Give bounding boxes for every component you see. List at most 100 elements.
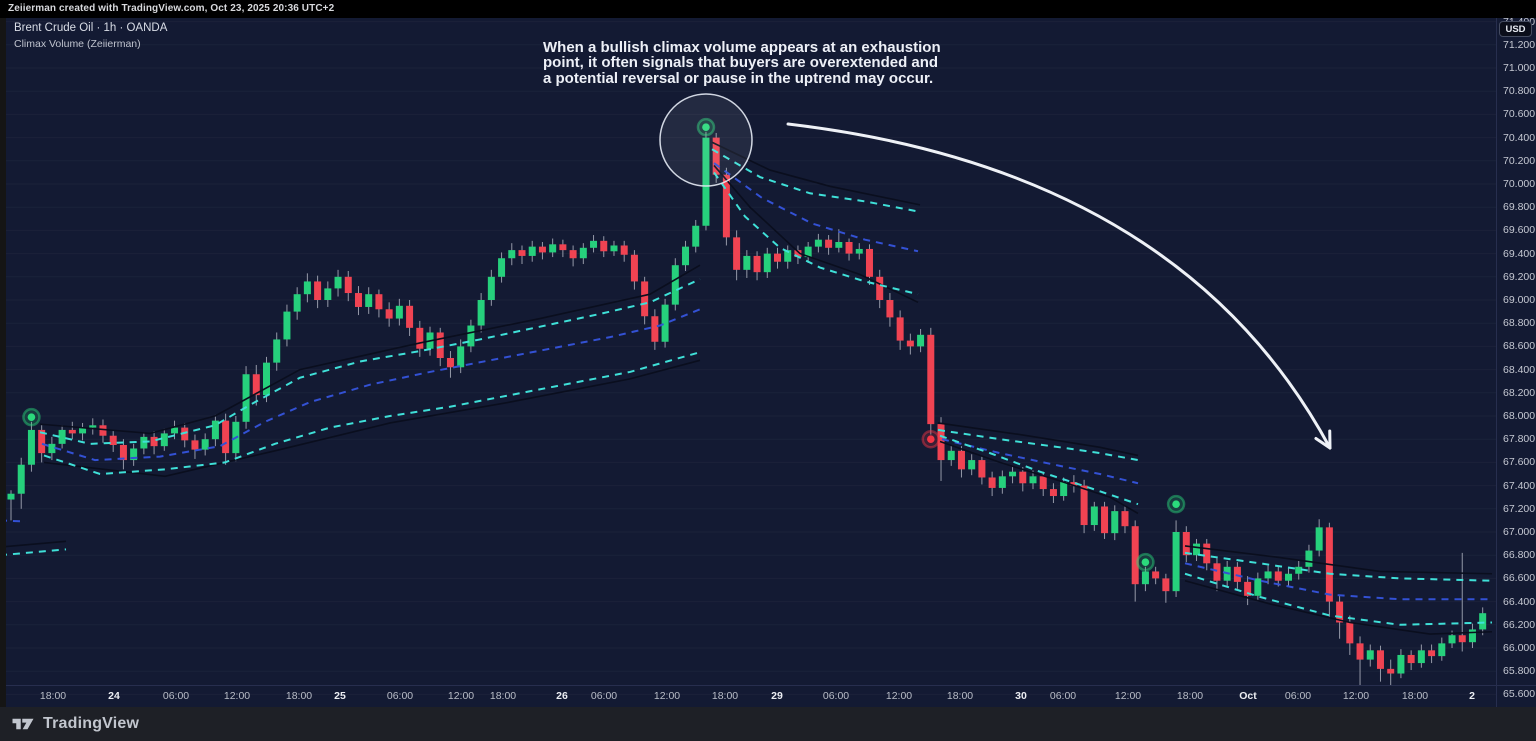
candle-up <box>477 300 485 326</box>
candle-up <box>89 425 97 428</box>
bullish-climax-marker <box>1172 500 1180 508</box>
time-tick-day-label: 24 <box>108 690 120 702</box>
candle-down <box>559 244 567 251</box>
candle-up <box>171 427 179 434</box>
candle-up <box>498 258 506 277</box>
candle-down <box>1336 601 1344 623</box>
candle-down <box>620 245 628 255</box>
time-tick-label: 06:00 <box>822 690 850 702</box>
candle-up <box>283 311 291 340</box>
tradingview-logo-icon[interactable] <box>10 715 36 733</box>
tradingview-brand-text[interactable]: TradingView <box>43 715 140 732</box>
symbol-title: Brent Crude Oil · 1h · OANDA <box>14 22 168 34</box>
price-tick-label: 71.200 <box>1503 38 1536 51</box>
indicator-title: Climax Volume (Zeiierman) <box>14 38 141 50</box>
time-tick-day-label: 25 <box>334 690 346 702</box>
price-axis[interactable]: 71.40071.20071.00070.80070.60070.40070.2… <box>1497 16 1536 707</box>
time-tick-label: 12:00 <box>1114 690 1142 702</box>
candle-down <box>416 327 424 349</box>
candle-up <box>835 242 843 248</box>
candle-up <box>610 245 618 252</box>
price-tick-label: 67.200 <box>1503 502 1536 515</box>
candle-down <box>1131 526 1139 585</box>
symbol-legend[interactable]: Brent Crude Oil · 1h · OANDA Climax Volu… <box>14 22 167 50</box>
candle-up <box>130 448 138 461</box>
time-tick-label: 06:00 <box>1049 690 1077 702</box>
candle-down <box>774 253 781 262</box>
time-tick-label: 18:00 <box>285 690 313 702</box>
candle-down <box>569 250 577 259</box>
price-tick-label: 70.800 <box>1503 85 1536 98</box>
candle-down <box>1152 571 1160 579</box>
price-tick-label: 67.400 <box>1503 479 1536 492</box>
bullish-climax-marker <box>27 413 36 421</box>
time-tick-day-label: 26 <box>556 690 568 702</box>
candle-down <box>733 237 741 270</box>
candle-down <box>252 374 260 396</box>
reversal-arrow-head <box>1314 429 1332 450</box>
candle-up <box>1029 476 1037 484</box>
candle-down <box>1080 485 1088 526</box>
candle-down <box>988 477 996 488</box>
price-tick-label: 66.800 <box>1503 549 1536 562</box>
candle-up <box>17 464 25 494</box>
candle-down <box>446 358 454 368</box>
candle-down <box>68 429 76 434</box>
time-tick-label: 12:00 <box>447 690 475 702</box>
candle-down <box>1376 650 1384 669</box>
candle-down <box>978 460 986 478</box>
candle-up <box>1090 506 1098 526</box>
candle-down <box>825 239 833 248</box>
candle-down <box>1387 668 1395 674</box>
candle-up <box>671 265 679 305</box>
candle-down <box>753 255 761 273</box>
candle-down <box>538 246 546 253</box>
currency-toggle-button[interactable]: USD <box>1499 21 1532 37</box>
candle-up <box>303 281 311 295</box>
bullish-climax-marker <box>1141 558 1150 566</box>
grid-lines <box>6 22 1496 695</box>
candle-down <box>865 248 873 277</box>
candle-up <box>1285 573 1292 581</box>
candle-down <box>1039 476 1047 490</box>
candle-up <box>334 276 342 289</box>
candle-up <box>579 247 587 259</box>
candle-down <box>1049 489 1057 497</box>
band-line-dark <box>711 141 921 206</box>
band-line-blue <box>713 162 919 253</box>
candle-up <box>201 439 209 450</box>
time-tick-day-label: Oct <box>1239 690 1257 702</box>
candle-down <box>1233 566 1241 582</box>
price-tick-label: 70.400 <box>1503 131 1536 144</box>
time-tick-label: 18:00 <box>1401 690 1429 702</box>
candle-up <box>273 339 281 363</box>
band-line-blue <box>941 438 1139 485</box>
band-line-dark <box>1184 579 1493 635</box>
band-line-dark <box>939 440 1139 515</box>
candle-up <box>1254 578 1262 596</box>
band-line-cyan <box>43 351 701 476</box>
price-tick-label: 68.400 <box>1503 363 1536 376</box>
candle-up <box>48 443 56 454</box>
indicator-bands <box>6 141 1493 635</box>
candle-up <box>763 253 771 273</box>
candle-up <box>487 276 495 300</box>
candle-up <box>1060 482 1068 497</box>
time-axis[interactable]: 18:00 24 06:00 12:00 18:00 25 06:00 12:00 18:00 2… <box>0 685 1496 707</box>
price-tick-label: 70.000 <box>1503 178 1536 190</box>
price-tick-label: 69.000 <box>1503 294 1536 306</box>
band-line-cyan <box>939 434 1139 506</box>
annotation-line-2: point, it often signals that buyers are … <box>543 54 939 72</box>
candle-up <box>1397 654 1405 674</box>
time-tick-day-label: 29 <box>771 690 783 702</box>
time-tick-label: 12:00 <box>885 690 913 702</box>
candle-down <box>99 425 107 436</box>
band-line-dark <box>713 164 919 304</box>
price-tick-label: 65.800 <box>1503 665 1536 678</box>
candle-up <box>1305 550 1313 567</box>
candle-up <box>242 374 250 422</box>
price-tick-label: 66.600 <box>1503 572 1536 585</box>
candle-up <box>1468 629 1476 643</box>
candle-down <box>375 294 383 310</box>
